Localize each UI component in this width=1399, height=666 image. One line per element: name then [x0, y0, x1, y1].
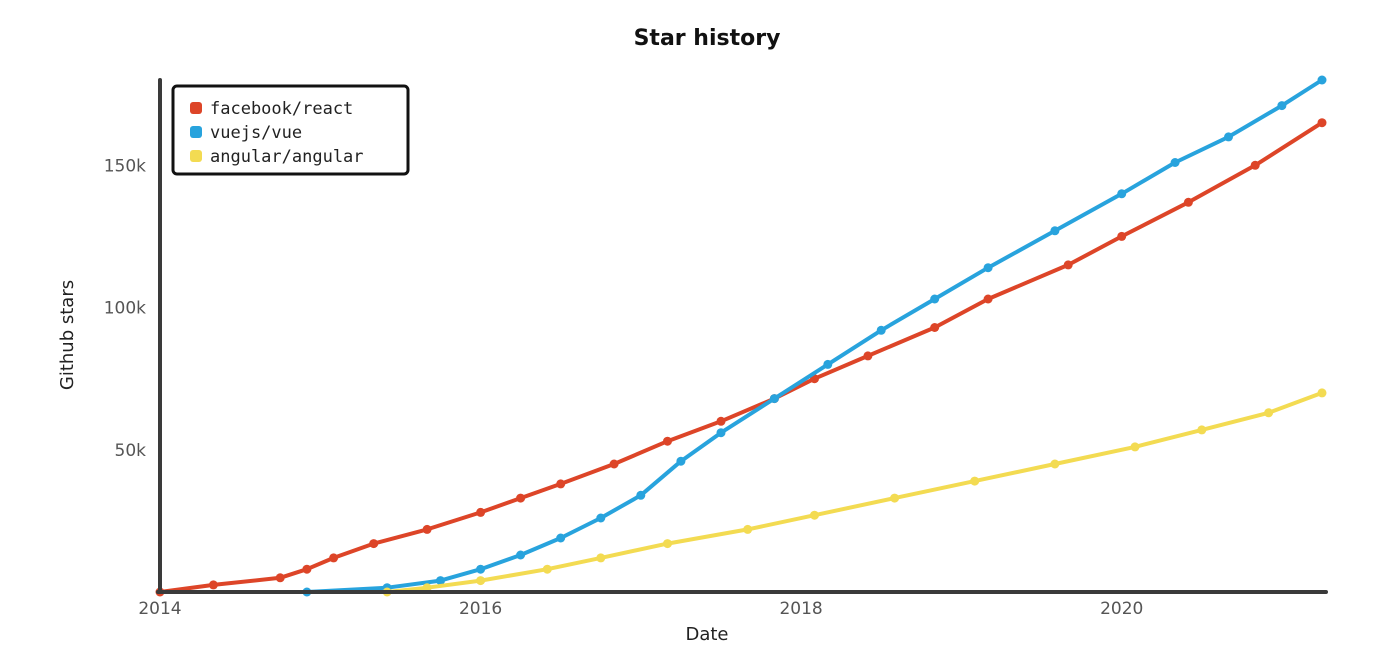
data-point: [663, 539, 672, 549]
series-layer: [155, 75, 1327, 597]
data-point: [436, 576, 445, 586]
data-point: [609, 459, 619, 469]
y-tick-label: 100k: [104, 299, 146, 319]
data-point: [1317, 75, 1327, 85]
data-point: [516, 493, 526, 503]
data-point: [810, 510, 819, 520]
tick-layer: 2014 2016 2018 2020 50k 100k 150k: [104, 156, 1144, 619]
data-point: [369, 539, 379, 549]
legend-label: facebook/react: [210, 99, 353, 119]
data-point: [476, 576, 486, 586]
data-point: [1197, 425, 1207, 435]
data-point: [422, 583, 432, 593]
data-point: [1183, 197, 1193, 207]
data-point: [1250, 160, 1260, 170]
data-point: [983, 263, 993, 273]
data-point: [556, 533, 566, 543]
data-point: [890, 493, 900, 503]
series-line: [158, 120, 1324, 594]
data-point: [983, 294, 993, 304]
legend-label: vuejs/vue: [210, 123, 302, 143]
data-point: [1117, 231, 1127, 241]
data-point: [302, 564, 312, 574]
data-point: [663, 436, 672, 446]
data-point: [1264, 408, 1274, 418]
data-point: [542, 564, 552, 574]
chart-title: Star history: [634, 26, 781, 51]
series-angular-angular: [382, 388, 1327, 597]
data-point: [208, 580, 218, 590]
data-point: [329, 553, 339, 563]
y-tick-label: 50k: [115, 441, 147, 461]
data-point: [863, 351, 873, 361]
data-point: [930, 294, 940, 304]
data-point: [716, 416, 726, 426]
data-point: [556, 479, 566, 489]
data-point: [1063, 260, 1073, 270]
y-tick-label: 150k: [104, 156, 146, 176]
data-point: [1050, 226, 1060, 236]
data-point: [476, 507, 486, 517]
x-tick-label: 2018: [779, 599, 822, 619]
legend-swatch: [190, 102, 202, 114]
data-point: [970, 476, 980, 486]
data-point: [596, 513, 606, 523]
legend-swatch: [190, 126, 202, 138]
data-point: [1317, 118, 1327, 128]
data-point: [275, 573, 285, 583]
data-point: [476, 564, 486, 574]
x-axis-label: Date: [685, 624, 728, 645]
data-point: [516, 550, 526, 560]
data-point: [1130, 442, 1140, 452]
data-point: [823, 359, 833, 369]
x-tick-label: 2020: [1100, 599, 1143, 619]
legend-swatch: [190, 150, 202, 162]
data-point: [422, 524, 432, 534]
data-point: [876, 325, 886, 335]
x-tick-label: 2016: [459, 599, 502, 619]
data-point: [636, 490, 646, 500]
data-point: [1050, 459, 1060, 469]
legend-items: facebook/react vuejs/vue angular/angular: [190, 99, 364, 167]
data-point: [716, 428, 726, 438]
y-axis-label: Github stars: [57, 280, 78, 390]
series-line: [385, 390, 1324, 594]
series-facebook-react: [155, 118, 1327, 597]
x-tick-label: 2014: [138, 599, 181, 619]
legend: facebook/react vuejs/vue angular/angular: [171, 84, 410, 176]
legend-box: [171, 84, 410, 176]
data-point: [743, 524, 753, 534]
data-point: [1224, 132, 1233, 142]
data-point: [769, 394, 779, 404]
data-point: [1170, 158, 1180, 167]
data-point: [676, 456, 686, 466]
data-point: [1317, 388, 1327, 398]
data-point: [1117, 189, 1127, 199]
series-vuejs-vue: [302, 75, 1327, 597]
data-point: [596, 553, 606, 563]
data-point: [1277, 101, 1287, 111]
data-point: [930, 323, 940, 332]
legend-label: angular/angular: [210, 147, 364, 167]
